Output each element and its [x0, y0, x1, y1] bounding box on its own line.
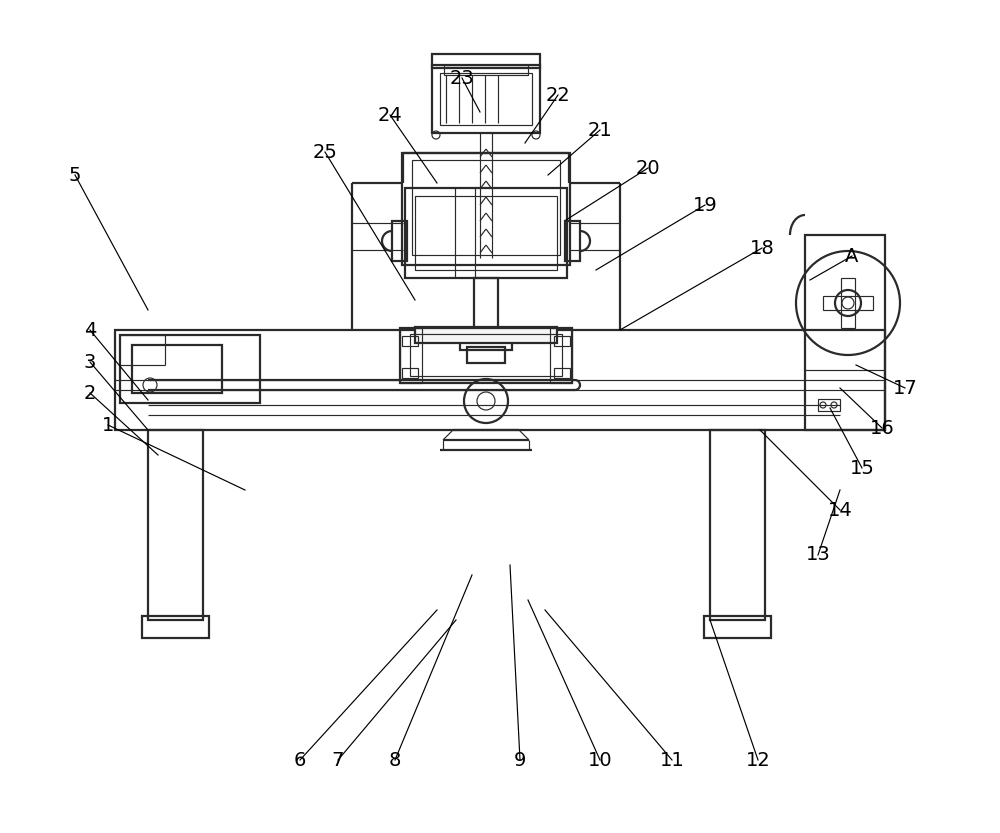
- Bar: [148, 430, 203, 620]
- Text: 25: 25: [313, 142, 337, 162]
- Bar: [402, 153, 570, 265]
- Bar: [841, 310, 855, 328]
- Bar: [402, 368, 418, 378]
- Bar: [142, 616, 209, 638]
- Bar: [550, 328, 572, 383]
- Text: 18: 18: [750, 238, 774, 257]
- Text: A: A: [845, 247, 859, 266]
- Text: 5: 5: [69, 166, 81, 184]
- Text: 16: 16: [870, 418, 894, 437]
- Text: 1: 1: [102, 416, 114, 435]
- Bar: [855, 296, 873, 310]
- Bar: [412, 160, 560, 255]
- Text: 22: 22: [546, 86, 570, 104]
- Text: 13: 13: [806, 546, 830, 565]
- Bar: [841, 278, 855, 296]
- Text: 8: 8: [389, 751, 401, 770]
- Bar: [120, 335, 260, 403]
- Bar: [818, 399, 840, 411]
- Text: 9: 9: [514, 751, 526, 770]
- Text: 15: 15: [850, 458, 874, 477]
- Bar: [554, 336, 570, 346]
- Bar: [805, 235, 885, 430]
- Bar: [554, 368, 570, 378]
- Text: 21: 21: [588, 121, 612, 139]
- Bar: [565, 221, 580, 261]
- Text: 19: 19: [693, 196, 717, 215]
- Text: 17: 17: [893, 378, 917, 397]
- Text: 3: 3: [84, 352, 96, 372]
- Bar: [460, 337, 512, 350]
- Bar: [415, 327, 557, 343]
- Bar: [115, 330, 885, 430]
- Bar: [432, 65, 540, 133]
- Text: 11: 11: [660, 751, 684, 770]
- Bar: [474, 278, 498, 340]
- Bar: [400, 328, 572, 383]
- Bar: [823, 296, 841, 310]
- Bar: [704, 616, 771, 638]
- Text: 6: 6: [294, 751, 306, 770]
- Bar: [432, 54, 540, 68]
- Bar: [400, 328, 422, 383]
- Text: 14: 14: [828, 501, 852, 520]
- Text: 2: 2: [84, 383, 96, 402]
- Text: 24: 24: [378, 106, 402, 124]
- Bar: [440, 73, 532, 125]
- Bar: [405, 188, 567, 278]
- Text: 4: 4: [84, 321, 96, 340]
- Text: 20: 20: [636, 158, 660, 177]
- Bar: [444, 65, 528, 75]
- Bar: [132, 345, 222, 393]
- Bar: [392, 221, 407, 261]
- Bar: [410, 334, 562, 376]
- Bar: [415, 196, 557, 270]
- Bar: [402, 336, 418, 346]
- Text: 12: 12: [746, 751, 770, 770]
- Text: 10: 10: [588, 751, 612, 770]
- Bar: [467, 347, 505, 363]
- Text: 7: 7: [332, 751, 344, 770]
- Bar: [710, 430, 765, 620]
- Text: 23: 23: [450, 68, 474, 87]
